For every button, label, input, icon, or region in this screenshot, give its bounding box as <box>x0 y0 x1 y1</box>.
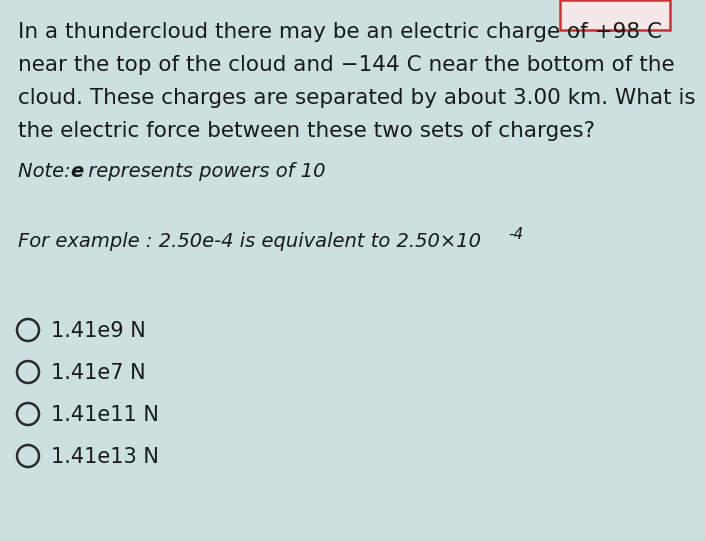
Text: 1.41e9 N: 1.41e9 N <box>51 321 146 341</box>
Circle shape <box>17 361 39 383</box>
Text: cloud. These charges are separated by about 3.00 km. What is: cloud. These charges are separated by ab… <box>18 88 696 108</box>
Text: For example : 2.50e-4 is equivalent to 2.50×10: For example : 2.50e-4 is equivalent to 2… <box>18 232 481 251</box>
Text: Note:: Note: <box>18 162 77 181</box>
Text: -4: -4 <box>508 227 523 242</box>
Text: the electric force between these two sets of charges?: the electric force between these two set… <box>18 121 595 141</box>
Text: 1.41e7 N: 1.41e7 N <box>51 363 146 383</box>
Text: represents powers of 10: represents powers of 10 <box>82 162 326 181</box>
Text: 1.41e13 N: 1.41e13 N <box>51 447 159 467</box>
Circle shape <box>17 403 39 425</box>
Circle shape <box>17 445 39 467</box>
Text: 1.41e11 N: 1.41e11 N <box>51 405 159 425</box>
Text: e: e <box>70 162 83 181</box>
Circle shape <box>17 319 39 341</box>
Text: In a thundercloud there may be an electric charge of +98 C: In a thundercloud there may be an electr… <box>18 22 662 42</box>
FancyBboxPatch shape <box>560 0 670 30</box>
Text: near the top of the cloud and −144 C near the bottom of the: near the top of the cloud and −144 C nea… <box>18 55 675 75</box>
